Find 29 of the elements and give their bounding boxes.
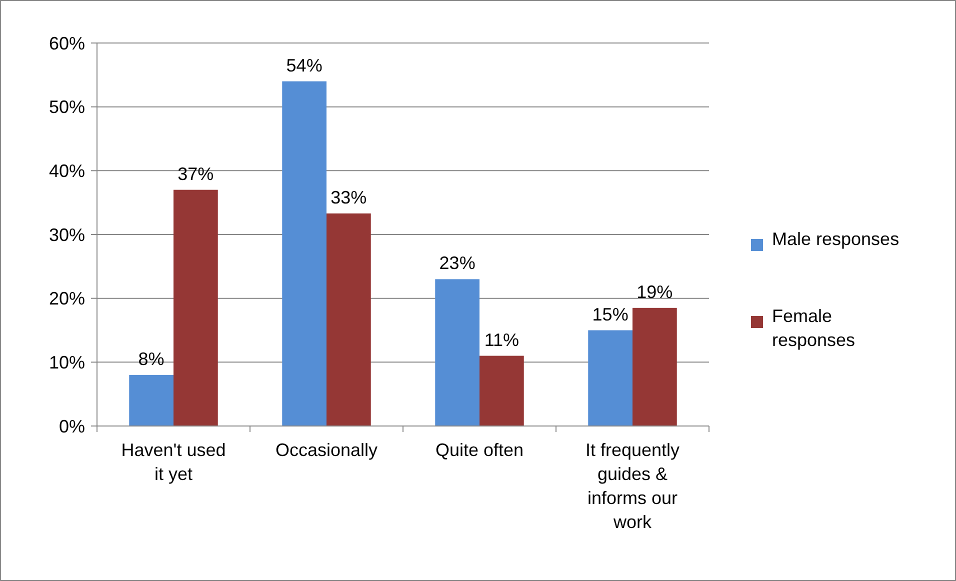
bar	[435, 279, 480, 426]
data-label: 8%	[138, 348, 164, 369]
bar	[282, 81, 326, 426]
x-tick-label: Quite often	[435, 440, 524, 460]
data-label: 11%	[484, 330, 520, 350]
bar	[588, 330, 632, 426]
bar	[632, 308, 677, 426]
y-tick-label: 60%	[48, 33, 85, 54]
y-tick-label: 40%	[48, 160, 85, 181]
bar	[480, 356, 524, 426]
data-label: 33%	[330, 187, 367, 208]
legend-label: Male responses	[772, 229, 900, 249]
x-tick-label: Occasionally	[275, 440, 378, 460]
x-tick-label: Haven't used it yet	[121, 440, 226, 484]
x-tick-label: It frequently guides & informs our work	[585, 440, 680, 532]
bar	[129, 374, 174, 426]
data-label: 23%	[439, 253, 476, 274]
bar	[326, 213, 371, 426]
data-label: 15%	[592, 304, 628, 324]
y-tick-label: 20%	[48, 288, 85, 309]
y-tick-label: 30%	[48, 224, 85, 245]
y-tick-label: 10%	[48, 352, 85, 372]
data-label: 19%	[636, 282, 673, 302]
bar	[174, 190, 218, 426]
y-tick-label: 0%	[58, 416, 85, 436]
y-tick-label: 50%	[48, 97, 85, 118]
data-label: 54%	[286, 55, 322, 76]
data-label: 37%	[178, 164, 214, 184]
legend-label: Female responses	[772, 306, 856, 350]
